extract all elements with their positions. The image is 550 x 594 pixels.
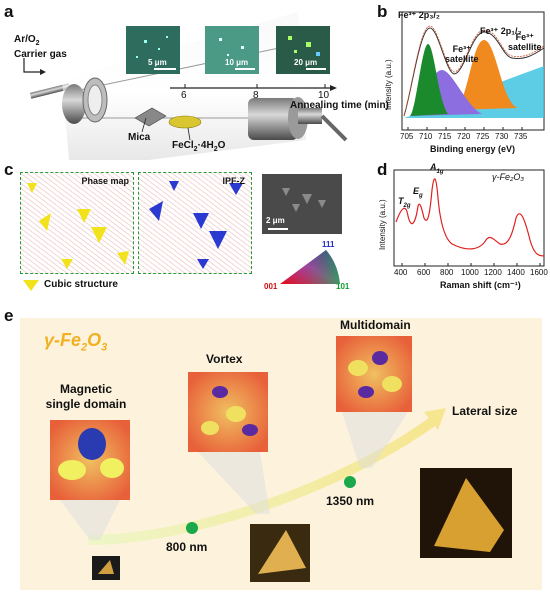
mat-a: γ-Fe	[44, 330, 82, 350]
sat2-a: Fe³⁺	[515, 32, 534, 42]
xps-xtick: 720	[457, 132, 471, 141]
mat-mid: O	[87, 330, 102, 350]
panel-b-label: b	[377, 2, 388, 21]
xps-xtick: 735	[514, 132, 528, 141]
vortex-label: Vortex	[206, 352, 243, 366]
raman-chart	[393, 169, 545, 267]
xps-xtick: 725	[476, 132, 490, 141]
panel-e-diagram	[50, 336, 512, 582]
xps-xtick: 715	[438, 132, 452, 141]
ipf-001: 001	[264, 282, 278, 291]
t2g: T	[398, 196, 404, 206]
raman-xtick: 1000	[461, 268, 479, 277]
annealing-axis-label: Annealing time (min)	[290, 100, 389, 111]
raman-xlabel: Raman shift (cm⁻¹)	[440, 280, 521, 290]
xps-xlabel: Binding energy (eV)	[430, 144, 516, 154]
mat-sub1: 2	[81, 341, 88, 354]
precursor-sub2: 2	[213, 146, 218, 153]
ipf-111: 111	[322, 240, 335, 249]
sd2: single domain	[45, 397, 127, 411]
single-domain-label: Magnetic single domain	[26, 382, 146, 412]
multidomain-label: Multidomain	[340, 318, 411, 332]
gas-label: Ar/O2 Carrier gas	[14, 34, 67, 60]
material-title: γ-Fe2O3	[44, 330, 107, 354]
t2g-sub: 2g	[403, 202, 411, 209]
cubic-legend-triangle	[23, 280, 39, 291]
xps-xtick: 705	[400, 132, 414, 141]
raman-ylabel: Intensity (a.u.)	[378, 199, 387, 250]
xps-ann-2p12: Fe³⁺ 2p₁/₂	[480, 26, 522, 36]
raman-xtick: 1400	[507, 268, 525, 277]
furnace-diagram	[23, 12, 348, 160]
precursor-a: FeCl	[172, 140, 194, 151]
panel-e-label: e	[4, 306, 14, 325]
sem-scalebar: 2 μm	[266, 216, 285, 225]
lateral-size-label: Lateral size	[452, 404, 518, 418]
optical-image-10min: 20 μm	[276, 26, 330, 74]
panel-a-label: a	[4, 2, 14, 21]
a1g: A	[430, 162, 437, 172]
a1g-sub: 1g	[436, 168, 444, 175]
raman-eg: Eg	[413, 186, 423, 199]
size-1350: 1350 nm	[326, 494, 375, 508]
xps-xtick: 730	[495, 132, 509, 141]
gas-line2: Carrier gas	[14, 49, 67, 60]
sem-image: 2 μm	[262, 174, 342, 234]
optical-image-8min: 10 μm	[205, 26, 259, 74]
gas-sub: 2	[35, 40, 40, 47]
sat1-a: Fe³⁺	[452, 44, 471, 54]
ipf-map: IPF-Z	[138, 172, 252, 274]
sd1: Magnetic	[59, 382, 112, 396]
scalebar-3: 20 μm	[294, 58, 318, 67]
raman-t2g: T2g	[398, 196, 411, 209]
raman-phase: γ-Fe₂O₃	[492, 172, 525, 182]
optical-image-6min: 5 μm	[126, 26, 180, 74]
raman-xtick: 1600	[530, 268, 548, 277]
raman-xtick: 1200	[484, 268, 502, 277]
raman-xtick: 600	[417, 268, 431, 277]
tick-6: 6	[181, 90, 187, 101]
phase-map-title: Phase map	[81, 176, 129, 186]
ipf-101: 101	[336, 282, 350, 291]
raman-a1g: A1g	[430, 162, 444, 175]
ipf-triangle	[280, 250, 340, 284]
raman-xtick: 400	[394, 268, 408, 277]
raman-xtick: 800	[440, 268, 454, 277]
tick-8: 8	[253, 90, 259, 101]
panel-d-label: d	[377, 160, 388, 179]
precursor-end: O	[217, 140, 226, 151]
size-800: 800 nm	[166, 540, 208, 554]
xps-chart	[401, 11, 545, 131]
xps-ylabel: Intensity (a.u.)	[384, 59, 393, 110]
xps-ann-sat1: Fe³⁺ satellite	[445, 44, 479, 64]
tick-10: 10	[318, 90, 330, 101]
scalebar-2: 10 μm	[225, 58, 249, 67]
mat-sub2: 3	[101, 341, 108, 354]
precursor-tail: ·4H	[197, 140, 214, 151]
scalebar-1: 5 μm	[148, 58, 167, 67]
eg: E	[413, 186, 420, 196]
xps-ann-2p32: Fe³⁺ 2p₃/₂	[398, 10, 440, 20]
panel-c-label: c	[4, 160, 14, 179]
xps-ann-sat2: Fe³⁺ satellite	[508, 32, 542, 52]
precursor-sub: 2	[193, 146, 198, 153]
eg-sub: g	[419, 192, 423, 199]
gas-line1: Ar/O	[14, 34, 36, 45]
xps-xtick: 710	[419, 132, 433, 141]
ipf-title: IPF-Z	[222, 176, 246, 186]
phase-map: Phase map	[20, 172, 134, 274]
cubic-legend-text: Cubic structure	[44, 279, 118, 290]
sat1-b: satellite	[445, 54, 479, 64]
mica-label: Mica	[128, 132, 151, 143]
precursor-label: FeCl2·4H2O	[172, 140, 225, 153]
sat2-b: satellite	[508, 42, 542, 52]
